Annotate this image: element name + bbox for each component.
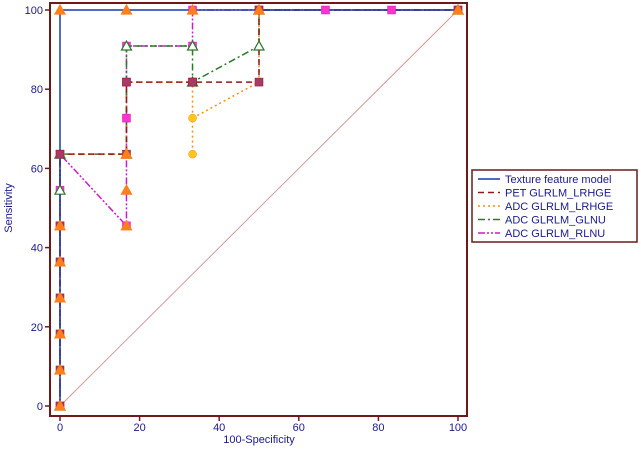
data-point (387, 5, 396, 15)
axes: 100-Specificity Sensitivity 0 20 40 60 80 100… (3, 2, 468, 446)
data-point (186, 3, 199, 15)
data-point (188, 149, 197, 159)
data-point (122, 77, 131, 87)
data-point (53, 3, 67, 15)
y-tick-label: 100 (25, 5, 43, 17)
data-point (188, 113, 197, 123)
data-point (53, 363, 67, 375)
y-tick-label: 60 (31, 163, 43, 175)
data-point (120, 183, 133, 195)
data-point (188, 77, 197, 87)
y-tick-label: 40 (31, 243, 43, 255)
y-tick-label: 20 (31, 322, 43, 334)
plot-area (53, 3, 465, 411)
x-tick-label: 20 (133, 422, 145, 434)
data-point (252, 39, 266, 51)
data-point (254, 77, 264, 87)
x-tick-label: 60 (293, 422, 305, 434)
data-point (53, 255, 67, 267)
data-point (321, 5, 330, 15)
legend-label: Texture feature model (505, 174, 611, 186)
x-tick-label: 80 (372, 422, 384, 434)
data-point (53, 399, 67, 411)
data-point (120, 219, 133, 231)
x-tick-label: 40 (213, 422, 225, 434)
legend-label: ADC GLRLM_LRHGE (505, 201, 613, 213)
reference-diagonal (59, 9, 459, 407)
data-point (53, 327, 67, 339)
y-tick-label: 0 (37, 401, 43, 413)
legend-label: ADC GLRLM_RLNU (505, 228, 605, 240)
y-axis-title: Sensitivity (3, 183, 15, 233)
data-point (53, 183, 67, 195)
data-point (186, 39, 199, 51)
plot-frame (49, 2, 468, 417)
y-tick-label: 80 (31, 84, 43, 96)
data-point (120, 3, 133, 15)
data-point (55, 149, 65, 159)
data-point (252, 3, 266, 15)
data-point (53, 219, 67, 231)
x-tick-label: 0 (57, 422, 63, 434)
x-axis-title: 100-Specificity (223, 434, 295, 446)
x-tick-label: 100 (449, 422, 467, 434)
legend-label: ADC GLRLM_GLNU (505, 215, 606, 227)
data-point (120, 147, 133, 159)
data-point (122, 113, 131, 123)
data-point (451, 3, 465, 15)
data-point (53, 291, 67, 303)
data-point (120, 39, 133, 51)
legend-label: PET GLRLM_LRHGE (505, 188, 611, 200)
